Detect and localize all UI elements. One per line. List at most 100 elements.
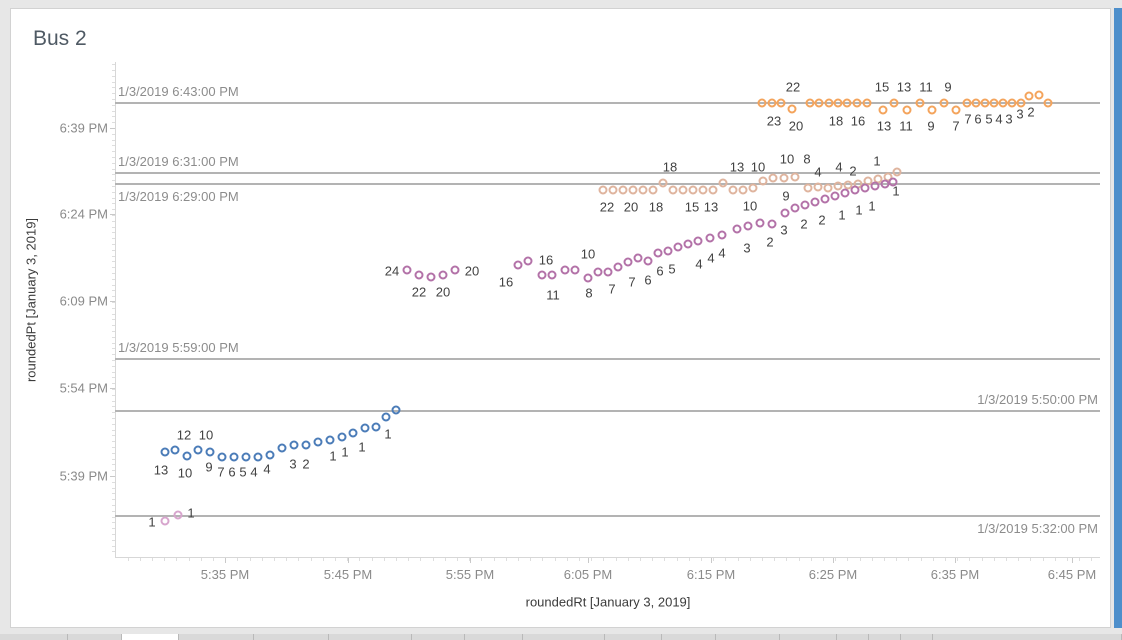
data-point[interactable]	[688, 185, 698, 195]
data-point[interactable]	[438, 270, 448, 280]
data-point[interactable]	[757, 98, 767, 108]
data-point[interactable]	[862, 98, 872, 108]
data-point[interactable]	[633, 253, 643, 263]
data-point[interactable]	[833, 181, 843, 191]
data-point[interactable]	[989, 98, 999, 108]
data-point[interactable]	[277, 443, 287, 453]
data-point[interactable]	[998, 98, 1008, 108]
data-point[interactable]	[823, 183, 833, 193]
data-point[interactable]	[623, 257, 633, 267]
data-point[interactable]	[618, 185, 628, 195]
data-point[interactable]	[800, 200, 810, 210]
sheet-tab[interactable]	[0, 634, 67, 640]
data-point[interactable]	[381, 412, 391, 422]
data-point[interactable]	[1016, 98, 1026, 108]
data-point[interactable]	[971, 98, 981, 108]
data-point[interactable]	[1024, 91, 1034, 101]
sheet-tab[interactable]	[716, 634, 779, 640]
data-point[interactable]	[889, 98, 899, 108]
data-point[interactable]	[728, 185, 738, 195]
data-point[interactable]	[693, 236, 703, 246]
data-point[interactable]	[414, 270, 424, 280]
data-point[interactable]	[683, 239, 693, 249]
data-point[interactable]	[860, 183, 870, 193]
data-point[interactable]	[790, 172, 800, 182]
data-point[interactable]	[253, 452, 263, 462]
data-point[interactable]	[593, 267, 603, 277]
data-point[interactable]	[205, 447, 215, 457]
data-point[interactable]	[598, 185, 608, 195]
data-point[interactable]	[1034, 90, 1044, 100]
sheet-tab[interactable]	[465, 634, 522, 640]
data-point[interactable]	[927, 105, 937, 115]
data-point[interactable]	[820, 194, 830, 204]
data-point[interactable]	[337, 432, 347, 442]
data-point[interactable]	[758, 176, 768, 186]
sheet-tab[interactable]	[901, 634, 932, 640]
data-point[interactable]	[810, 197, 820, 207]
data-point[interactable]	[668, 185, 678, 195]
data-point[interactable]	[768, 173, 778, 183]
data-point[interactable]	[980, 98, 990, 108]
sheet-tab[interactable]	[329, 634, 411, 640]
sheet-tab[interactable]	[179, 634, 253, 640]
sheet-tab[interactable]	[254, 634, 328, 640]
data-point[interactable]	[767, 98, 777, 108]
data-point[interactable]	[962, 98, 972, 108]
data-point[interactable]	[229, 452, 239, 462]
data-point[interactable]	[583, 273, 593, 283]
data-point[interactable]	[698, 185, 708, 195]
data-point[interactable]	[748, 183, 758, 193]
data-point[interactable]	[824, 98, 834, 108]
data-point[interactable]	[717, 230, 727, 240]
data-point[interactable]	[603, 267, 613, 277]
data-point[interactable]	[780, 208, 790, 218]
data-point[interactable]	[663, 246, 673, 256]
data-point[interactable]	[653, 248, 663, 258]
data-point[interactable]	[426, 272, 436, 282]
data-point[interactable]	[892, 167, 902, 177]
data-point[interactable]	[718, 178, 728, 188]
data-point[interactable]	[776, 98, 786, 108]
data-point[interactable]	[915, 98, 925, 108]
data-point[interactable]	[850, 185, 860, 195]
data-point[interactable]	[939, 98, 949, 108]
data-point[interactable]	[732, 224, 742, 234]
data-point[interactable]	[658, 178, 668, 188]
sheet-tab[interactable]	[869, 634, 900, 640]
data-point[interactable]	[301, 440, 311, 450]
data-point[interactable]	[182, 451, 192, 461]
data-point[interactable]	[840, 188, 850, 198]
data-point[interactable]	[852, 98, 862, 108]
data-point[interactable]	[325, 435, 335, 445]
sheet-tab[interactable]	[122, 634, 178, 640]
data-point[interactable]	[902, 105, 912, 115]
data-point[interactable]	[870, 181, 880, 191]
data-point[interactable]	[833, 98, 843, 108]
data-point[interactable]	[193, 445, 203, 455]
data-point[interactable]	[638, 185, 648, 195]
data-point[interactable]	[371, 422, 381, 432]
data-point[interactable]	[951, 105, 961, 115]
data-point[interactable]	[878, 105, 888, 115]
data-point[interactable]	[842, 98, 852, 108]
data-point[interactable]	[613, 262, 623, 272]
data-point[interactable]	[1007, 98, 1017, 108]
data-point[interactable]	[643, 256, 653, 266]
data-point[interactable]	[537, 270, 547, 280]
data-point[interactable]	[360, 423, 370, 433]
data-point[interactable]	[814, 98, 824, 108]
data-point[interactable]	[843, 180, 853, 190]
data-point[interactable]	[803, 183, 813, 193]
data-point[interactable]	[313, 437, 323, 447]
sheet-tab[interactable]	[605, 634, 661, 640]
data-point[interactable]	[743, 221, 753, 231]
data-point[interactable]	[830, 191, 840, 201]
data-point[interactable]	[560, 265, 570, 275]
data-point[interactable]	[265, 450, 275, 460]
data-point[interactable]	[570, 265, 580, 275]
data-point[interactable]	[241, 452, 251, 462]
data-point[interactable]	[450, 265, 460, 275]
sheet-tab[interactable]	[780, 634, 836, 640]
data-point[interactable]	[779, 173, 789, 183]
